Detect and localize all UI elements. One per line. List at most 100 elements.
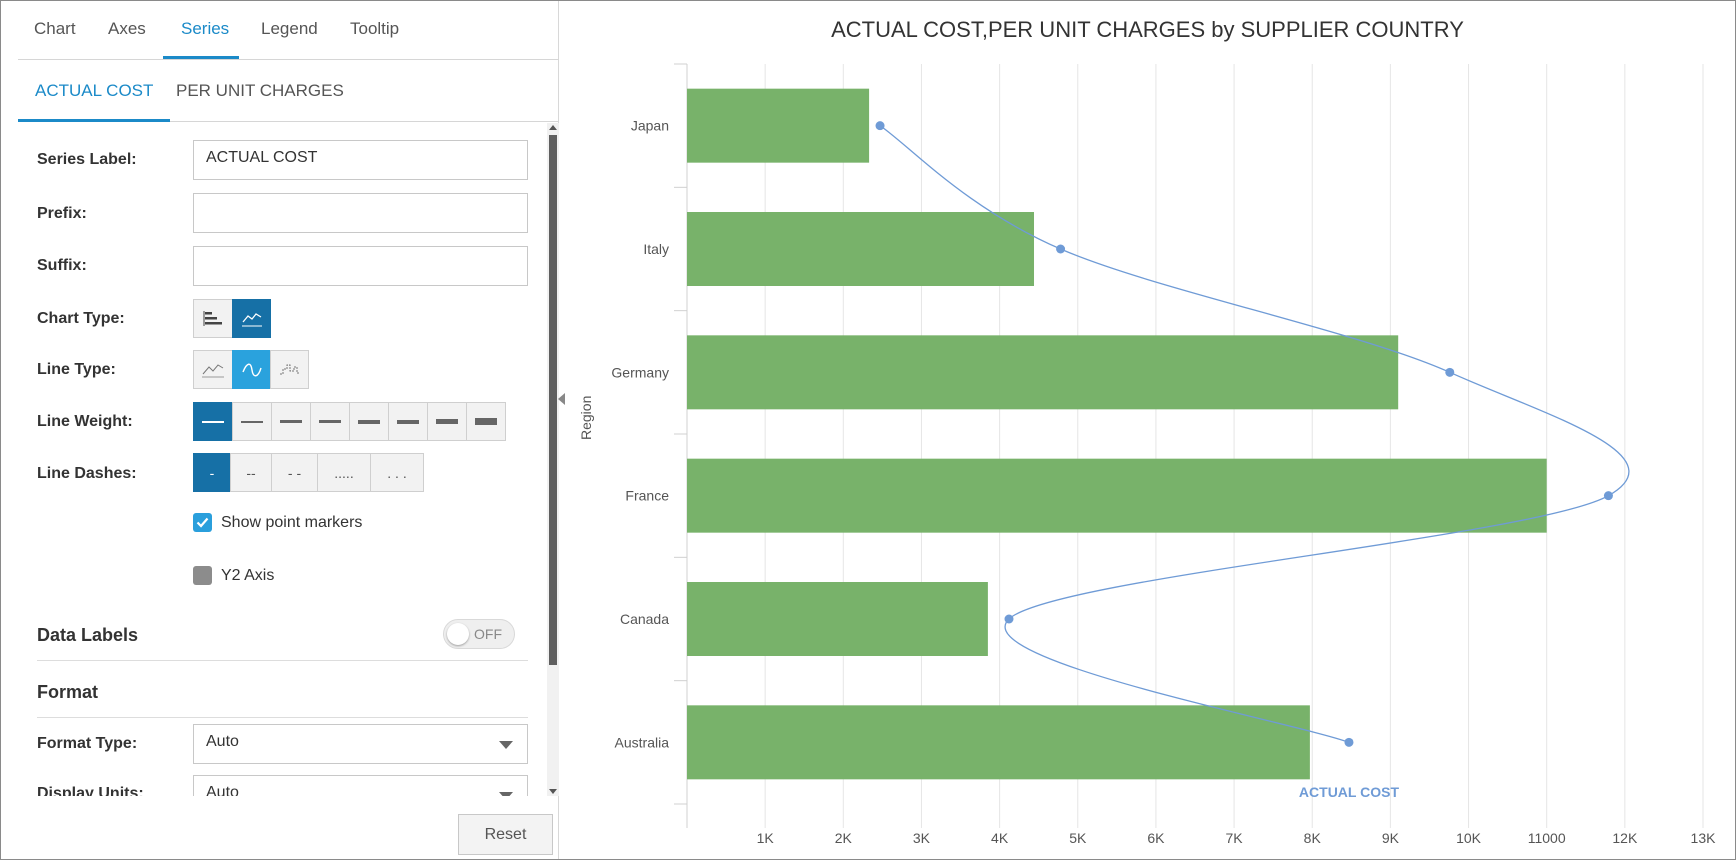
x-tick-label: 6K [1147,830,1165,846]
line-weight-8-button[interactable] [466,402,506,441]
chart-type-selector [193,299,271,338]
category-label: France [625,488,669,504]
bar [687,335,1399,410]
suffix-input[interactable] [193,246,528,286]
line-weight-2-button[interactable] [232,402,272,441]
tab-axes[interactable]: Axes [108,19,146,38]
line-chart-icon [241,312,262,326]
chart-settings-panel: Chart Axes Series Legend Tooltip ACTUAL … [1,1,559,859]
y2-axis-label: Y2 Axis [221,566,275,584]
x-tick-label: 2K [835,830,853,846]
display-units-select[interactable]: Auto [193,775,528,796]
format-type-value: Auto [206,733,239,750]
data-labels-title: Data Labels [37,625,139,645]
y2-axis-checkbox[interactable] [193,566,212,585]
scroll-down-icon[interactable] [549,789,557,794]
x-tick-label: 3K [913,830,931,846]
toggle-knob [447,623,469,645]
show-point-markers-label: Show point markers [221,513,363,531]
scroll-up-icon[interactable] [549,125,557,130]
x-tick-label: 10K [1456,830,1482,846]
line-weight-1-button[interactable] [193,402,233,441]
line-type-selector [193,350,309,389]
series-settings-form: Series Label: ACTUAL COST Prefix: Suffix… [1,123,559,796]
line-weight-8-icon [475,418,497,425]
dash-medium-button[interactable]: - - [271,453,318,492]
show-point-markers-row: Show point markers [193,513,362,532]
line-chart-type-button[interactable] [232,299,271,338]
category-label: Italy [643,241,669,257]
point-marker [1056,244,1066,254]
dash-solid-button[interactable]: - [193,453,231,492]
x-tick-label: 4K [991,830,1009,846]
bar-chart-type-button[interactable] [193,299,233,338]
collapse-panel-icon[interactable] [558,393,565,405]
line-weight-5-button[interactable] [349,402,389,441]
chevron-down-icon [499,741,513,749]
bar [687,88,870,163]
bar-chart-icon [203,310,222,326]
straight-line-button[interactable] [193,350,233,389]
prefix-label: Prefix: [37,205,87,222]
tab-tooltip[interactable]: Tooltip [350,19,400,38]
show-point-markers-checkbox[interactable] [193,513,212,532]
point-marker [1004,614,1014,624]
y2-axis-row: Y2 Axis [193,566,274,585]
line-weight-6-icon [397,419,419,424]
line-weight-4-button[interactable] [310,402,350,441]
line-weight-selector [193,402,506,441]
x-tick-label: 7K [1226,830,1244,846]
step-line-icon [279,364,300,374]
suffix-label: Suffix: [37,257,87,274]
line-weight-3-button[interactable] [271,402,311,441]
x-tick-label: 9K [1382,830,1400,846]
data-labels-toggle[interactable]: OFF [443,619,515,649]
form-scrollbar[interactable] [547,123,559,796]
tab-series[interactable]: Series [181,19,230,38]
bar [687,212,1035,286]
settings-tabs: Chart Axes Series Legend Tooltip [18,1,559,60]
point-marker [1603,491,1613,501]
series-tabs: ACTUAL COST PER UNIT CHARGES [18,61,559,122]
line-weight-4-icon [319,420,341,423]
display-units-value: Auto [206,784,239,796]
line-weight-7-icon [436,419,458,424]
checkmark-icon [196,517,209,528]
line-dashes-label: Line Dashes: [37,465,137,482]
line-weight-7-button[interactable] [427,402,467,441]
display-units-label: Display Units: [37,785,144,796]
x-tick-label: 13K [1691,830,1717,846]
prefix-input[interactable] [193,193,528,233]
chart-type-label: Chart Type: [37,310,125,327]
series-tab-actual-cost[interactable]: ACTUAL COST [35,81,154,100]
x-tick-label: 8K [1304,830,1322,846]
bar [687,458,1547,533]
step-line-button[interactable] [270,350,309,389]
series-line [879,125,1630,743]
line-weight-2-icon [241,420,263,423]
smooth-line-icon [241,363,262,376]
line-weight-1-icon [202,420,224,423]
category-label: Germany [611,364,669,380]
reset-button[interactable]: Reset [458,814,553,855]
series-label-input[interactable]: ACTUAL COST [193,140,528,180]
line-weight-6-button[interactable] [388,402,428,441]
chevron-down-icon [499,792,513,796]
series-name-label: ACTUAL COST [1299,784,1400,800]
line-weight-label: Line Weight: [37,413,133,430]
format-type-label: Format Type: [37,735,138,752]
tab-legend[interactable]: Legend [261,19,318,38]
x-tick-label: 1K [757,830,775,846]
scrollbar-thumb[interactable] [549,135,557,665]
line-weight-3-icon [280,420,302,423]
section-divider [37,660,528,661]
format-type-select[interactable]: Auto [193,724,528,764]
section-divider [37,717,528,718]
tab-chart[interactable]: Chart [34,19,76,38]
line-type-label: Line Type: [37,361,116,378]
series-tab-per-unit-charges[interactable]: PER UNIT CHARGES [176,81,344,100]
dash-dotted-button[interactable]: ..... [317,453,371,492]
dash-sparse-dotted-button[interactable]: . . . [370,453,424,492]
point-marker [1344,737,1354,747]
